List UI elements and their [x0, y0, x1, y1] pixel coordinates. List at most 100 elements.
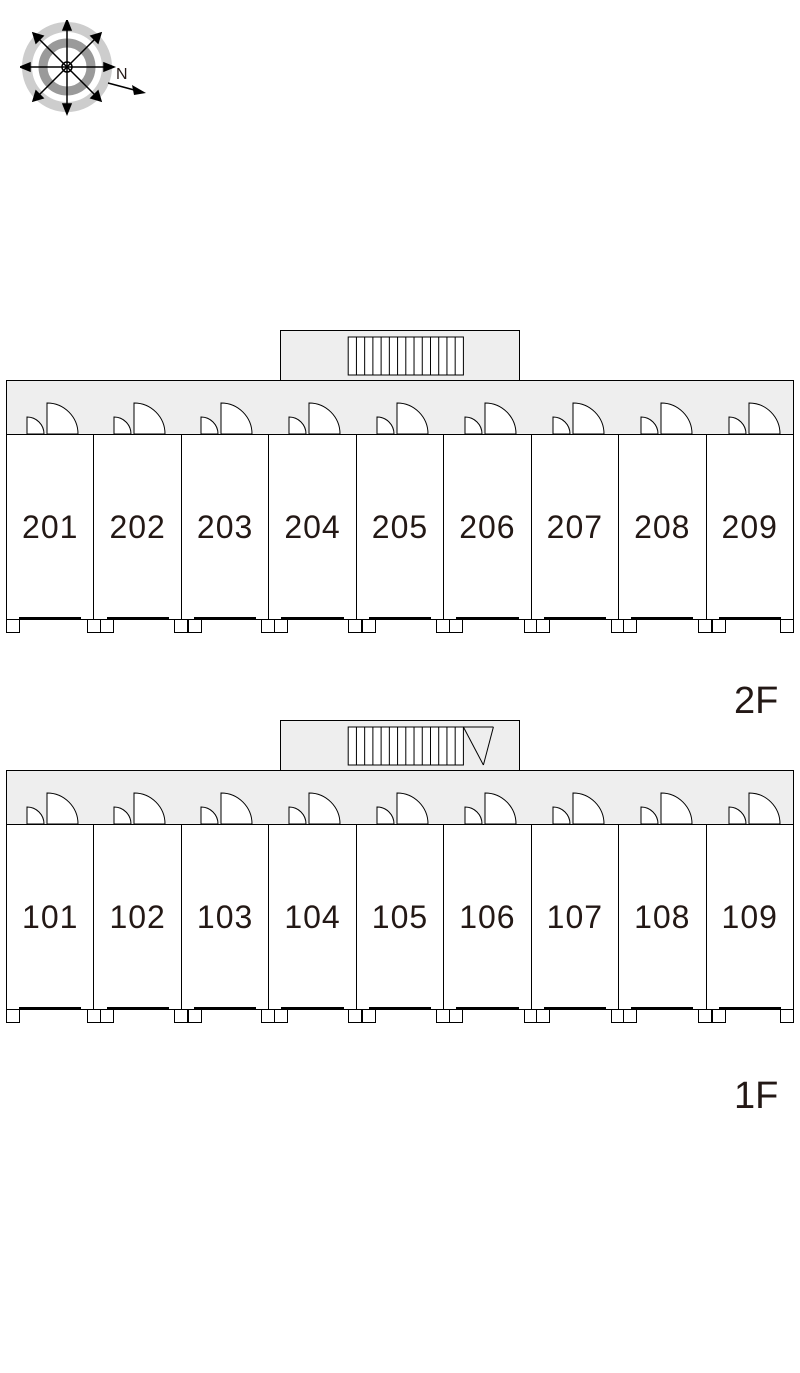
room-unit: 103: [182, 825, 269, 1010]
post-icon: [780, 619, 794, 633]
room-number: 207: [547, 509, 603, 546]
room-unit: 109: [707, 825, 794, 1010]
post-icon: [87, 1009, 101, 1023]
post-icon: [188, 619, 202, 633]
door-swing-icon: [463, 771, 518, 824]
door-swing-icon: [287, 771, 342, 824]
room-number: 104: [284, 899, 340, 936]
post-icon: [362, 1009, 376, 1023]
rooms-row: 101102 103 104 105 106 107 108 109: [6, 825, 794, 1010]
door-swing-icon: [639, 771, 694, 824]
room-number: 205: [372, 509, 428, 546]
door-swing-icon: [639, 381, 694, 434]
room-unit: 102: [94, 825, 181, 1010]
post-icon: [698, 619, 712, 633]
post-icon: [100, 1009, 114, 1023]
post-icon: [449, 619, 463, 633]
room-number: 204: [284, 509, 340, 546]
post-icon: [536, 619, 550, 633]
post-icon: [261, 619, 275, 633]
stair-module: [280, 720, 520, 770]
stair-module: [280, 330, 520, 380]
room-unit: 204: [269, 435, 356, 620]
room-number: 203: [197, 509, 253, 546]
rooms-row: 201 202 203 204 205 206 207 208 209: [6, 435, 794, 620]
floor-plan: 201 202 203 204 205 206 207 208 209: [6, 330, 794, 638]
room-unit: 105: [357, 825, 444, 1010]
room-number: 109: [722, 899, 778, 936]
door-swing-icon: [112, 381, 167, 434]
post-icon: [6, 1009, 20, 1023]
room-unit: 108: [619, 825, 706, 1010]
post-icon: [174, 619, 188, 633]
room-unit: 206: [444, 435, 531, 620]
post-icon: [623, 1009, 637, 1023]
post-icon: [87, 619, 101, 633]
post-icon: [274, 619, 288, 633]
door-swing-icon: [375, 381, 430, 434]
door-swing-icon: [375, 771, 430, 824]
room-number: 208: [634, 509, 690, 546]
room-unit: 104: [269, 825, 356, 1010]
post-icon: [698, 1009, 712, 1023]
room-unit: 202: [94, 435, 181, 620]
room-unit: 201: [6, 435, 94, 620]
room-number: 206: [459, 509, 515, 546]
door-swing-icon: [25, 771, 80, 824]
floor-label: 1F: [734, 1075, 778, 1118]
stairs-icon: [281, 721, 521, 771]
stairs-icon: [281, 331, 521, 381]
post-icon: [174, 1009, 188, 1023]
post-icon: [6, 619, 20, 633]
post-icon: [436, 619, 450, 633]
post-icon: [623, 619, 637, 633]
room-number: 107: [547, 899, 603, 936]
post-icon: [780, 1009, 794, 1023]
room-unit: 207: [532, 435, 619, 620]
door-swing-icon: [199, 381, 254, 434]
post-icon: [712, 619, 726, 633]
post-icon: [348, 1009, 362, 1023]
compass-rose: N: [20, 20, 155, 135]
room-number: 209: [722, 509, 778, 546]
door-swing-icon: [463, 381, 518, 434]
post-icon: [436, 1009, 450, 1023]
post-icon: [449, 1009, 463, 1023]
door-swing-icon: [551, 771, 606, 824]
room-number: 103: [197, 899, 253, 936]
room-number: 106: [459, 899, 515, 936]
room-number: 105: [372, 899, 428, 936]
room-unit: 101: [6, 825, 94, 1010]
room-unit: 106: [444, 825, 531, 1010]
corridor: [6, 380, 794, 435]
compass-svg: N: [20, 20, 155, 130]
post-icon: [362, 619, 376, 633]
room-unit: 205: [357, 435, 444, 620]
post-icon: [712, 1009, 726, 1023]
post-icon: [261, 1009, 275, 1023]
door-swing-icon: [287, 381, 342, 434]
balcony-posts: [6, 620, 794, 638]
post-icon: [274, 1009, 288, 1023]
room-number: 201: [22, 509, 78, 546]
door-swing-icon: [112, 771, 167, 824]
door-swing-icon: [25, 381, 80, 434]
room-number: 108: [634, 899, 690, 936]
compass-n-label: N: [116, 66, 128, 83]
door-swing-icon: [199, 771, 254, 824]
corridor: [6, 770, 794, 825]
room-unit: 203: [182, 435, 269, 620]
door-swing-icon: [727, 771, 782, 824]
post-icon: [100, 619, 114, 633]
door-swing-icon: [551, 381, 606, 434]
post-icon: [536, 1009, 550, 1023]
post-icon: [188, 1009, 202, 1023]
door-swing-icon: [727, 381, 782, 434]
floor-label: 2F: [734, 680, 778, 723]
room-unit: 208: [619, 435, 706, 620]
floor-plan: 101102 103 104 105 106 107 108 109: [6, 720, 794, 1028]
post-icon: [348, 619, 362, 633]
room-unit: 107: [532, 825, 619, 1010]
room-unit: 209: [707, 435, 794, 620]
room-number: 202: [109, 509, 165, 546]
